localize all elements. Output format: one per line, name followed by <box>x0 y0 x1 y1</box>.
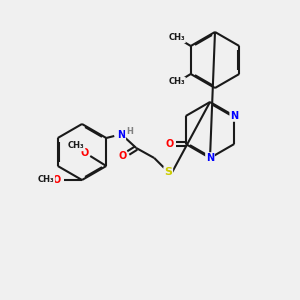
Text: O: O <box>166 139 174 149</box>
Text: S: S <box>164 167 172 177</box>
Text: CH₃: CH₃ <box>68 142 85 151</box>
Text: CH₃: CH₃ <box>38 176 54 184</box>
Text: N: N <box>206 153 214 163</box>
Text: O: O <box>53 175 61 185</box>
Text: N: N <box>230 111 238 121</box>
Text: O: O <box>118 151 126 161</box>
Text: CH₃: CH₃ <box>168 77 185 86</box>
Text: CH₃: CH₃ <box>168 34 185 43</box>
Text: O: O <box>80 148 88 158</box>
Text: H: H <box>126 128 133 136</box>
Text: N: N <box>117 130 125 140</box>
